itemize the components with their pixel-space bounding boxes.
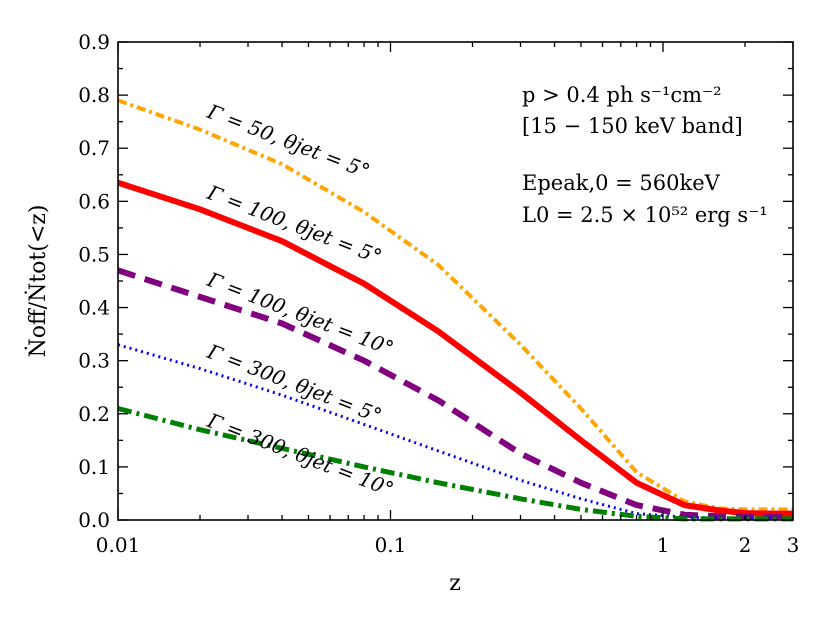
x-tick-label: 0.1 — [375, 533, 407, 557]
series-line-2 — [117, 267, 793, 520]
annotation-energy-band: [15 − 150 keV band] — [522, 114, 743, 138]
y-tick-label: 0.0 — [78, 508, 110, 532]
x-tick-label: 2 — [739, 533, 752, 557]
y-axis-label: Ṅoff/Ṅtot(<z) — [24, 205, 51, 358]
y-tick-label: 0.8 — [78, 83, 110, 107]
y-tick-label: 0.1 — [78, 455, 110, 479]
y-tick-label: 0.3 — [78, 349, 110, 373]
annotation-epeak: Epeak,0 = 560keV — [522, 171, 721, 195]
axis-ticks: 0.0 0.1 0.2 0.3 0.4 0.5 0.6 0.7 0.8 0.9 0.01 0.1 1 2 3 — [78, 30, 799, 557]
series-labels: Γ = 50, θjet = 5° Γ = 100, θjet = 5° Γ =… — [203, 99, 397, 501]
y-tick-label: 0.7 — [78, 136, 110, 160]
y-tick-label: 0.5 — [78, 242, 110, 266]
x-axis-label: z — [449, 571, 461, 596]
y-tick-label: 0.9 — [78, 30, 110, 54]
y-tick-label: 0.4 — [78, 296, 110, 320]
annotation-block: p > 0.4 ph s⁻¹cm⁻² [15 − 150 keV band] E… — [522, 83, 768, 227]
x-tick-label: 3 — [787, 533, 800, 557]
x-tick-label: 1 — [657, 533, 670, 557]
series-line-0 — [117, 98, 793, 512]
annotation-flux-threshold: p > 0.4 ph s⁻¹cm⁻² — [522, 83, 722, 107]
y-tick-label: 0.2 — [78, 402, 110, 426]
series-lines — [117, 98, 793, 522]
x-tick-label: 0.01 — [96, 533, 141, 557]
series-line-4 — [117, 406, 793, 522]
y-tick-label: 0.6 — [78, 189, 110, 213]
series-label-gamma50: Γ = 50, θjet = 5° — [203, 99, 373, 183]
annotation-luminosity: L0 = 2.5 × 10⁵² erg s⁻¹ — [522, 203, 768, 227]
series-line-1 — [117, 179, 793, 517]
